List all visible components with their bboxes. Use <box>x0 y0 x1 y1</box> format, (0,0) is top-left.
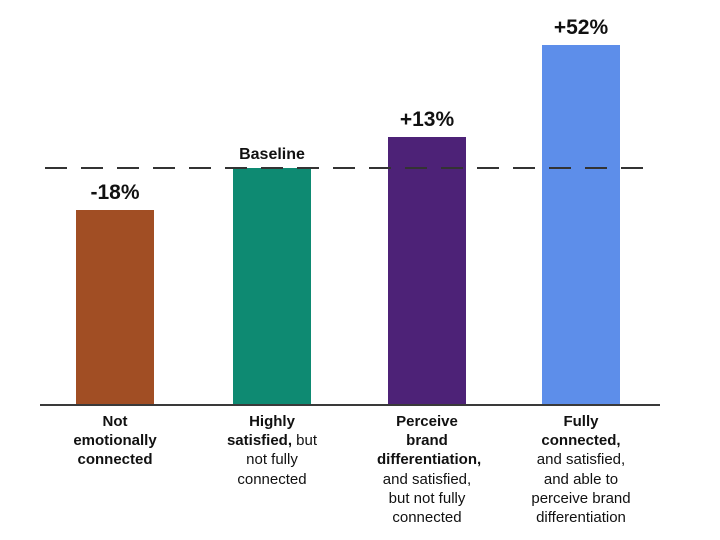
bar-group-not-emotionally-connected: -18% <box>35 181 195 404</box>
bar-group-fully-connected: +52% <box>501 16 661 404</box>
bar-value-label: +13% <box>399 108 455 131</box>
category-label-bold: Fully connected, <box>541 413 621 450</box>
bar <box>388 137 466 404</box>
bar-value-label: +52% <box>553 16 609 39</box>
baseline-dashed-line <box>45 167 657 169</box>
category-label-rest: and satisfied, but not fully connected <box>382 470 472 526</box>
baseline-label: Baseline <box>239 146 305 163</box>
category-label-not-emotionally-connected: Not emotionally connected <box>65 412 165 470</box>
category-label-fully-connected: Fully connected, and satisfied, and able… <box>531 412 631 527</box>
bar <box>76 210 154 404</box>
bar <box>233 168 311 404</box>
category-label-highly-satisfied: Highly satisfied, but not fully connecte… <box>222 412 322 489</box>
category-label-bold: Not emotionally connected <box>73 413 157 469</box>
bar <box>542 45 620 404</box>
category-label-bold: Perceive brand differentiation, <box>377 413 482 469</box>
category-label-rest: but not fully connected <box>237 432 318 488</box>
bar-group-perceive-brand-differentiation: +13% <box>347 108 507 404</box>
x-axis-line <box>40 404 660 406</box>
category-label-perceive-brand-differentiation: Perceive brand differentiation, and sati… <box>377 412 481 527</box>
bar-value-label: -18% <box>90 181 140 204</box>
category-label-bold: Highly satisfied, <box>226 413 295 450</box>
category-label-rest: and satisfied, and able to perceive bran… <box>531 451 631 526</box>
bar-group-highly-satisfied: Baseline <box>192 146 352 404</box>
